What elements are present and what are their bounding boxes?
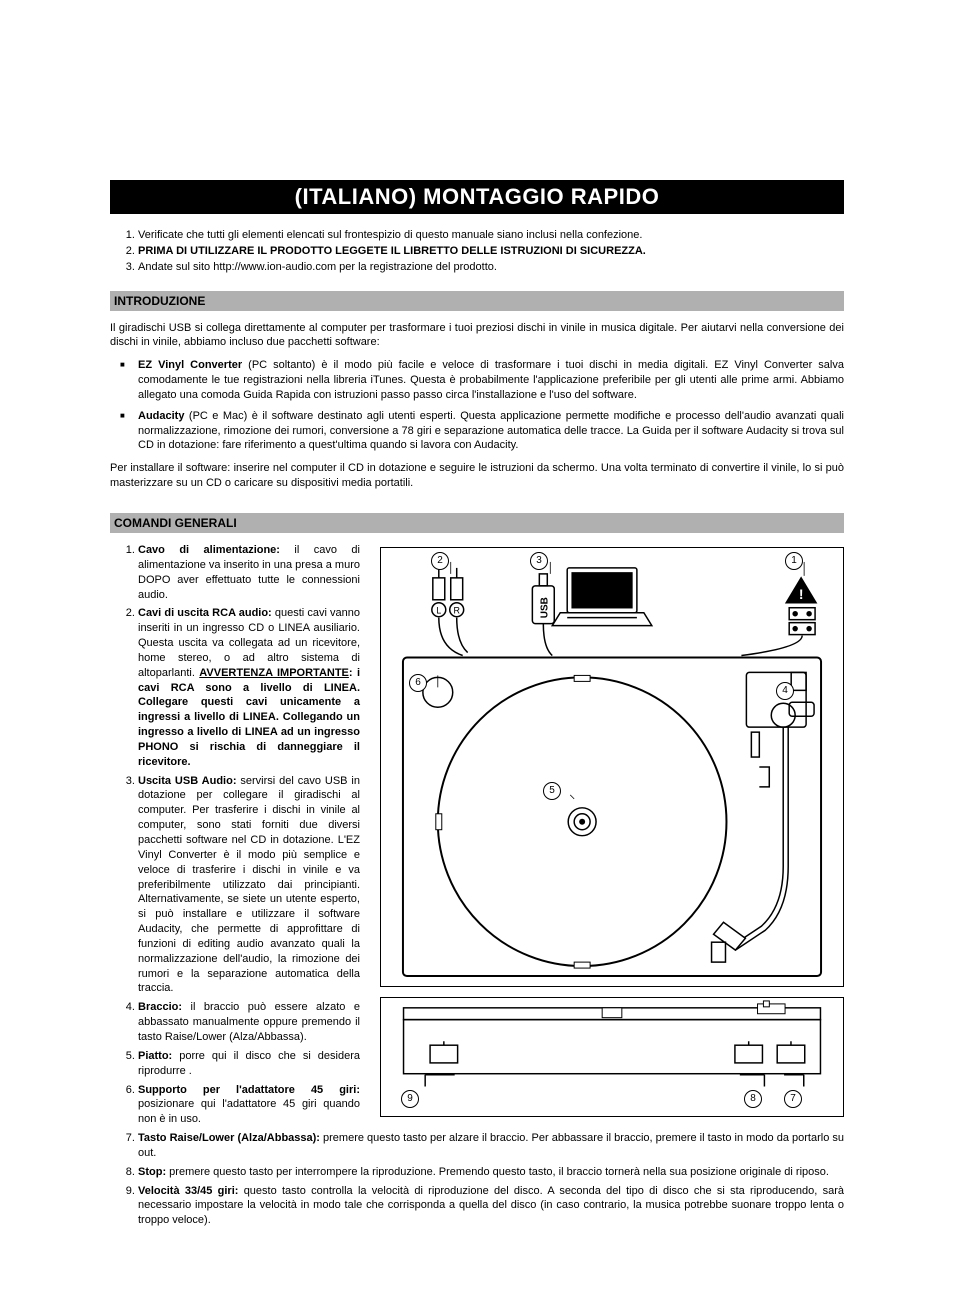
warning-label: AVVERTENZA IMPORTANTE <box>199 667 349 679</box>
lead: Cavi di uscita RCA audio: <box>138 607 272 619</box>
turntable-front-diagram: 9 8 7 <box>380 997 844 1117</box>
callout-3: 3 <box>530 552 548 570</box>
text: Verificate che tutti gli elementi elenca… <box>138 229 642 241</box>
text: questo tasto controlla la velocità di ri… <box>138 1185 844 1227</box>
text: porre qui il disco che si desidera ripro… <box>138 1050 360 1077</box>
lead: Audacity <box>138 410 184 422</box>
callout-1: 1 <box>785 552 803 570</box>
lead: Stop: <box>138 1166 166 1178</box>
section-header-comandi: COMANDI GENERALI <box>110 513 844 533</box>
top-instruction-list: Verificate che tutti gli elementi elenca… <box>110 228 844 275</box>
list-item: Braccio: il braccio può essere alzato e … <box>138 1000 360 1045</box>
controls-list-full: Tasto Raise/Lower (Alza/Abbassa): premer… <box>110 1131 844 1228</box>
list-item: Tasto Raise/Lower (Alza/Abbassa): premer… <box>138 1131 844 1161</box>
list-item: Supporto per l'adattatore 45 giri: posiz… <box>138 1083 360 1128</box>
lead: Piatto: <box>138 1050 172 1062</box>
text: (PC e Mac) è il software destinato agli … <box>138 410 844 452</box>
svg-text:USB: USB <box>539 597 550 618</box>
text: (PC soltanto) è il modo più facile e vel… <box>138 359 844 401</box>
svg-text:R: R <box>453 606 460 616</box>
list-item: PRIMA DI UTILIZZARE IL PRODOTTO LEGGETE … <box>138 244 844 259</box>
lead: Braccio: <box>138 1001 182 1013</box>
callout-7: 7 <box>784 1090 802 1108</box>
lead: Supporto per l'adattatore 45 giri: <box>138 1084 360 1096</box>
callout-5: 5 <box>543 782 561 800</box>
list-item: Verificate che tutti gli elementi elenca… <box>138 228 844 243</box>
list-item: Andate sul sito http://www.ion-audio.com… <box>138 260 844 275</box>
svg-text:!: ! <box>799 586 804 602</box>
list-item: Velocità 33/45 giri: questo tasto contro… <box>138 1184 844 1229</box>
callout-2: 2 <box>431 552 449 570</box>
list-item: Cavi di uscita RCA audio: questi cavi va… <box>138 606 360 769</box>
callout-9: 9 <box>401 1090 419 1108</box>
page-title: (ITALIANO) MONTAGGIO RAPIDO <box>110 180 844 214</box>
text: premere questo tasto per interrompere la… <box>166 1166 829 1178</box>
turntable-top-diagram: L R USB <box>380 547 844 987</box>
lead: EZ Vinyl Converter <box>138 359 242 371</box>
callout-8: 8 <box>744 1090 762 1108</box>
list-item: Cavo di alimentazione: il cavo di alimen… <box>138 543 360 602</box>
lead: Velocità 33/45 giri: <box>138 1185 238 1197</box>
callout-6: 6 <box>409 674 427 692</box>
text: PRIMA DI UTILIZZARE IL PRODOTTO LEGGETE … <box>138 245 646 257</box>
lead: Uscita USB Audio: <box>138 775 236 787</box>
intro-paragraph: Il giradischi USB si collega direttament… <box>110 321 844 351</box>
lead: Cavo di alimentazione: <box>138 544 280 556</box>
list-item: Piatto: porre qui il disco che si deside… <box>138 1049 360 1079</box>
controls-list-narrow: Cavo di alimentazione: il cavo di alimen… <box>110 543 360 1127</box>
list-item: Audacity (PC e Mac) è il software destin… <box>138 409 844 454</box>
text: Andate sul sito http://www.ion-audio.com… <box>138 261 497 273</box>
svg-text:L: L <box>436 606 441 616</box>
list-item: Uscita USB Audio: servirsi del cavo USB … <box>138 774 360 997</box>
list-item: EZ Vinyl Converter (PC soltanto) è il mo… <box>138 358 844 403</box>
text: servirsi del cavo USB in dotazione per c… <box>138 775 360 995</box>
callout-4: 4 <box>776 682 794 700</box>
software-bullet-list: EZ Vinyl Converter (PC soltanto) è il mo… <box>110 358 844 453</box>
diagram-column: L R USB <box>380 543 844 1127</box>
warning-text: : i cavi RCA sono a livello di LINEA. Co… <box>138 667 360 768</box>
section-header-introduzione: INTRODUZIONE <box>110 291 844 311</box>
intro-paragraph-2: Per installare il software: inserire nel… <box>110 461 844 491</box>
text: posizionare qui l'adattatore 45 giri qua… <box>138 1098 360 1125</box>
list-item: Stop: premere questo tasto per interromp… <box>138 1165 844 1180</box>
lead: Tasto Raise/Lower (Alza/Abbassa): <box>138 1132 320 1144</box>
